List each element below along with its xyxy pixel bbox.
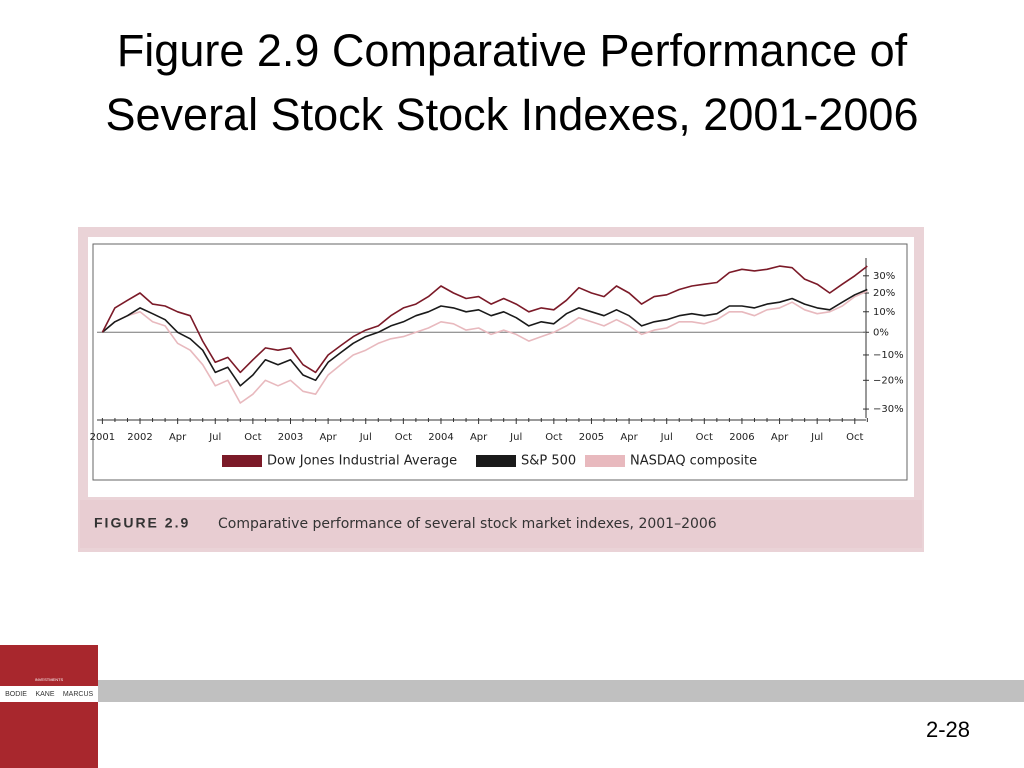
- legend-label: S&P 500: [521, 454, 576, 469]
- footer-bar: [98, 680, 1024, 702]
- figure-panel: [88, 237, 914, 497]
- legend-swatch: [476, 455, 516, 467]
- x-tick-label: Jul: [660, 432, 673, 443]
- x-tick-label: Oct: [244, 432, 261, 443]
- y-tick-label: 0%: [873, 327, 889, 338]
- figure-caption: Comparative performance of several stock…: [218, 516, 717, 532]
- chart-frame: [92, 243, 908, 481]
- y-tick-label: 20%: [873, 288, 895, 299]
- logo: [0, 645, 98, 768]
- y-tick-label: −30%: [873, 404, 904, 415]
- logo-text: INVESTMENTS: [35, 677, 64, 682]
- x-tick-label: Oct: [395, 432, 412, 443]
- x-tick-label: 2003: [278, 432, 303, 443]
- logo-text: KANE: [35, 691, 54, 698]
- x-tick-label: 2004: [428, 432, 453, 443]
- page-number: 2-28: [926, 717, 970, 742]
- y-tick-label: −20%: [873, 375, 904, 386]
- x-tick-label: Apr: [470, 432, 488, 443]
- x-tick-label: Oct: [696, 432, 713, 443]
- logo-text: BODIE: [5, 691, 27, 698]
- legend-swatch: [585, 455, 625, 467]
- x-tick-label: 2006: [729, 432, 754, 443]
- caption-band: [80, 500, 922, 548]
- x-tick-label: Oct: [846, 432, 863, 443]
- series-line: [101, 288, 868, 387]
- x-tick-label: 2005: [579, 432, 604, 443]
- x-tick-label: Apr: [771, 432, 789, 443]
- y-tick-label: 30%: [873, 271, 895, 282]
- slide-title: Figure 2.9 Comparative Performance of: [117, 25, 908, 76]
- x-tick-label: Jul: [208, 432, 221, 443]
- x-tick-label: 2001: [90, 432, 115, 443]
- legend-label: NASDAQ composite: [630, 454, 757, 469]
- x-tick-label: Apr: [169, 432, 187, 443]
- x-tick-label: Oct: [545, 432, 562, 443]
- x-tick-label: Jul: [359, 432, 372, 443]
- slide-title: Several Stock Stock Indexes, 2001-2006: [106, 89, 919, 140]
- series-line: [101, 290, 868, 404]
- y-tick-label: 10%: [873, 307, 895, 318]
- y-tick-label: −10%: [873, 350, 904, 361]
- logo-text: MARCUS: [63, 691, 94, 698]
- x-tick-label: Jul: [810, 432, 823, 443]
- series-line: [101, 265, 868, 374]
- x-tick-label: Jul: [509, 432, 522, 443]
- logo-band: [0, 686, 98, 702]
- figure-label: FIGURE 2.9: [94, 515, 190, 531]
- x-tick-label: Apr: [319, 432, 337, 443]
- legend-label: Dow Jones Industrial Average: [267, 454, 457, 469]
- x-tick-label: Apr: [620, 432, 638, 443]
- x-tick-label: 2002: [127, 432, 152, 443]
- legend-swatch: [222, 455, 262, 467]
